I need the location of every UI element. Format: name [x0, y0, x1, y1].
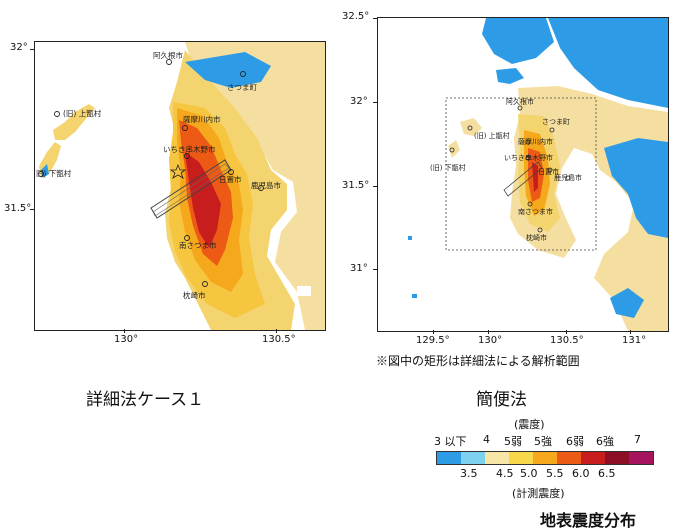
legend-label-5lower: 5弱 [504, 435, 522, 448]
lon-tick-130-left: 130° [114, 334, 139, 345]
legend-title-top: (震度) [514, 418, 545, 431]
simple-method-map: 阿久根市 さつま町 (旧) 上甑村 薩摩川内市 いちき串木野市 (旧) 下甑村 … [377, 17, 669, 332]
simple-map-svg: 阿久根市 さつま町 (旧) 上甑村 薩摩川内市 いちき串木野市 (旧) 下甑村 … [378, 18, 668, 331]
place-hioki: 日置市 [219, 174, 242, 184]
caption-simple: 簡便法 [476, 390, 527, 410]
place-makurazaki-simple: 枕崎市 [526, 233, 547, 242]
legend-swatch [581, 452, 605, 464]
place-minamisatsuma-simple: 南さつま市 [518, 207, 553, 216]
lon-tick-130.5-right: 130.5° [550, 335, 584, 346]
place-satsumasendai: 薩摩川内市 [183, 114, 221, 124]
lat-tick-32-left: 32° [10, 42, 28, 53]
lat-tick-32-right: 32° [350, 96, 368, 107]
legend-swatch [533, 452, 557, 464]
place-kamikoshiki: (旧) 上甑村 [63, 108, 102, 118]
legend-scale-3.5: 3.5 [460, 467, 478, 480]
fault-rectangle [150, 159, 232, 219]
legend-scale-5.0: 5.0 [520, 467, 538, 480]
lon-tick-130.5-left: 130.5° [262, 334, 296, 345]
lat-tick-31-right: 31° [350, 263, 368, 274]
analysis-range-note: ※図中の矩形は詳細法による解析範囲 [376, 354, 580, 368]
legend-label-3: 3 以下 [434, 435, 467, 448]
legend-swatch [509, 452, 533, 464]
legend-swatch [485, 452, 509, 464]
figure-title: 地表震度分布 [540, 511, 637, 530]
place-makurazaki: 枕崎市 [183, 290, 206, 300]
legend-swatch [437, 452, 461, 464]
fault-rectangle-simple [503, 161, 543, 197]
place-satsuma-simple: さつま町 [542, 118, 570, 126]
place-satsuma: さつま町 [227, 83, 257, 92]
place-hioki-simple: 日置市 [538, 167, 559, 176]
analysis-range-rect [445, 97, 597, 251]
legend-label-4: 4 [483, 433, 490, 446]
legend-label-6lower: 6弱 [566, 435, 584, 448]
place-kamikoshiki-simple: (旧) 上甑村 [474, 131, 510, 140]
lon-tick-130-right: 130° [478, 335, 503, 346]
legend-scale-4.5: 4.5 [496, 467, 514, 480]
place-minamisatsuma: 南さつま市 [179, 240, 217, 250]
place-kagoshima: 鹿児島市 [251, 180, 281, 190]
legend-color-bar [436, 451, 654, 465]
legend-label-7: 7 [634, 433, 641, 446]
lat-tick-31.5-left: 31.5° [4, 203, 32, 214]
epicenter-star-icon [169, 163, 187, 179]
lat-tick-32.5-right: 32.5° [342, 11, 370, 22]
legend-swatch [461, 452, 485, 464]
lon-tick-131-right: 131° [622, 335, 647, 346]
place-shimokoshiki: (旧) 下甑村 [35, 168, 72, 178]
legend-swatch [557, 452, 581, 464]
legend-scale-6.0: 6.0 [572, 467, 590, 480]
legend-swatch [605, 452, 629, 464]
detailed-map-svg: 阿久根市 さつま町 (旧) 上甑村 薩摩川内市 いちき串木野市 (旧) 下甑村 … [35, 42, 325, 330]
place-ichikikushikino: いちき串木野市 [163, 144, 216, 154]
place-akune-simple: 阿久根市 [506, 97, 534, 106]
legend-title-bottom: (計測震度) [512, 487, 565, 500]
place-satsumasendai-simple: 薩摩川内市 [518, 137, 553, 146]
place-shimokoshiki-simple: (旧) 下甑村 [430, 163, 466, 172]
legend-swatch [629, 452, 653, 464]
place-kagoshima-simple: 鹿児島市 [554, 173, 582, 182]
place-akune: 阿久根市 [153, 50, 183, 60]
legend-scale-5.5: 5.5 [546, 467, 564, 480]
lon-tick-129.5-right: 129.5° [416, 335, 450, 346]
lat-tick-31.5-right: 31.5° [342, 180, 370, 191]
legend-scale-6.5: 6.5 [598, 467, 616, 480]
place-ichikikushikino-simple: いちき串木野市 [504, 153, 553, 162]
legend-label-5upper: 5強 [534, 435, 552, 448]
caption-detailed: 詳細法ケース１ [86, 390, 205, 410]
legend-label-6upper: 6強 [596, 435, 614, 448]
detailed-method-map: 阿久根市 さつま町 (旧) 上甑村 薩摩川内市 いちき串木野市 (旧) 下甑村 … [34, 41, 326, 331]
